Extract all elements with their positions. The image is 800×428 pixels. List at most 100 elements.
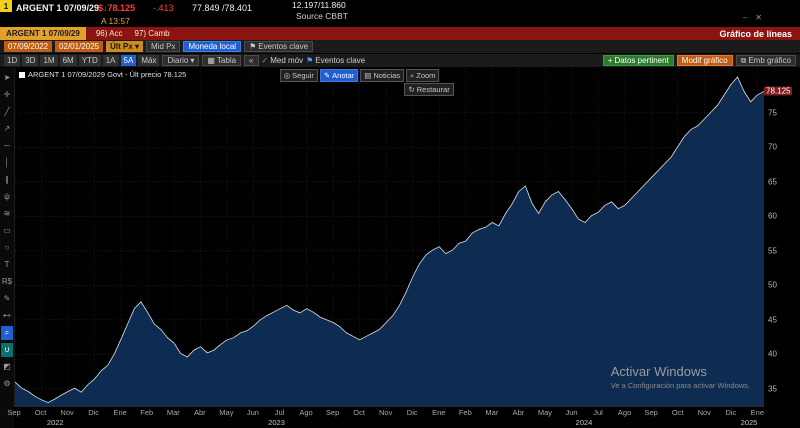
chart-legend: ARGENT 1 07/09/2029 Govt - Últ precio 78… (19, 70, 186, 79)
chart-type-button[interactable]: ▦ Tabla (202, 55, 242, 66)
watermark-subtitle: Ve a Configuración para activar Windows. (610, 381, 750, 390)
price-down-icon: $↓ (98, 3, 108, 13)
key-events-button[interactable]: ⚑ Eventos clave (244, 41, 314, 52)
legend-text: ARGENT 1 07/09/2029 Govt - Últ precio 78… (28, 70, 187, 79)
year-label-2022: 2022 (46, 418, 64, 427)
chart-button-anotar[interactable]: ✎ Anotar (319, 69, 359, 82)
period-button-máx[interactable]: Máx (138, 55, 160, 66)
year-label-2023: 2023 (268, 418, 285, 427)
price-axis: 78.125 75 70 65 60 55 50 45 40 35 (764, 68, 800, 406)
pointer-tool-icon[interactable]: ➤ (3, 73, 11, 82)
month-label: Dic (406, 408, 418, 417)
menu-item-camb[interactable]: 97) Camb (134, 29, 170, 38)
period-button-3d[interactable]: 3D (22, 55, 39, 66)
month-label: Sep (7, 408, 21, 417)
month-label: Nov (60, 408, 74, 417)
ray-tool-icon[interactable]: ↗ (3, 124, 11, 133)
close-button[interactable]: ✕ (755, 13, 762, 22)
month-label: Dic (725, 408, 737, 417)
month-label: Nov (697, 408, 711, 417)
related-data-button[interactable]: + Datos pertinent (602, 55, 674, 66)
vertical-line-tool-icon[interactable]: │ (4, 158, 10, 167)
month-label: Feb (458, 408, 472, 417)
minimize-button[interactable]: ‒ (742, 13, 748, 22)
last-price-badge: 78.125 (764, 86, 793, 96)
restore-button[interactable]: ↻ Restaurar (404, 83, 454, 96)
panel-badge[interactable]: 1 (0, 0, 12, 12)
month-label: Feb (140, 408, 154, 417)
magnet-tool-icon[interactable]: ∪ (1, 343, 13, 357)
moving-average-toggle[interactable]: ✓ Med móv (261, 56, 304, 65)
y-tick-60: 60 (768, 211, 777, 221)
table-icon: ▦ (207, 56, 215, 65)
frequency-dropdown[interactable]: Diario ▾ (162, 55, 200, 66)
watermark-title: Activar Windows (610, 364, 707, 379)
crosshair-tool-icon[interactable]: ✛ (3, 90, 11, 99)
month-label: Ago (617, 408, 632, 417)
anotar-icon: ✎ (323, 71, 331, 80)
month-label: Oct (671, 408, 684, 417)
price-type-dropdown[interactable]: Últ Px ▾ (106, 41, 144, 52)
embed-chart-button[interactable]: ⧉ Emb gráfico (735, 55, 796, 66)
quote-time: A 13:57 (101, 16, 130, 26)
plot-wrap: ARGENT 1 07/09/2029 Govt - Últ precio 78… (7, 68, 800, 428)
month-label: Mar (166, 408, 180, 417)
plus-icon: + (607, 56, 613, 65)
security-tab[interactable]: ARGENT 1 07/09/29 (0, 27, 86, 40)
chart-button-seguir[interactable]: ◎ Seguir (279, 69, 318, 82)
month-label: Nov (379, 408, 393, 417)
ellipse-tool-icon[interactable]: ○ (4, 243, 10, 252)
month-label: Sep (325, 408, 340, 417)
price-line (15, 76, 764, 404)
month-label: Oct (34, 408, 47, 417)
rectangle-tool-icon[interactable]: ▭ (3, 226, 11, 235)
key-events-toggle[interactable]: ⚑ Eventos clave (306, 56, 366, 65)
series-swatch (19, 71, 25, 78)
zoom-tool-icon[interactable]: ⌕ (1, 326, 13, 340)
text-tool-icon[interactable]: T (4, 260, 10, 269)
mid-px-button[interactable]: Mid Px (146, 41, 181, 52)
toolbar-row-1: 07/09/2022 02/01/2025 Últ Px ▾ Mid Px Mo… (0, 40, 800, 54)
eraser-tool-icon[interactable]: ◩ (3, 362, 11, 371)
last-price-text: $↓78.125 (98, 3, 136, 13)
restore-icon: ↻ (408, 85, 415, 94)
chart-button-zoom[interactable]: ⌕ Zoom (406, 69, 440, 82)
pitchfork-tool-icon[interactable]: ψ (4, 192, 10, 201)
price-chart[interactable]: ARGENT 1 07/09/2029 Govt - Últ precio 78… (14, 68, 764, 406)
y-tick-45: 45 (768, 315, 777, 325)
period-button-5a[interactable]: 5A (120, 55, 137, 66)
channel-tool-icon[interactable]: ∥ (5, 175, 9, 184)
period-button-1m[interactable]: 1M (40, 55, 58, 66)
month-label: Ene (750, 408, 765, 417)
note-tool-icon[interactable]: ✎ (3, 294, 11, 303)
date-from-field[interactable]: 07/09/2022 (4, 41, 53, 52)
function-title: Gráfico de líneas (719, 28, 792, 39)
collapse-button[interactable]: « (244, 55, 259, 66)
noticias-icon: ▤ (364, 71, 372, 80)
edit-chart-button[interactable]: Modif gráfico (676, 55, 733, 66)
period-button-1d[interactable]: 1D (4, 55, 21, 66)
ruler-tool-icon[interactable]: ⊷ (3, 311, 11, 320)
month-label: Oct (353, 408, 365, 417)
period-button-6m[interactable]: 6M (59, 55, 77, 66)
menu-item-acc[interactable]: 96) Acc (95, 29, 123, 38)
settings-tool-icon[interactable]: ⚙ (3, 379, 11, 388)
horizontal-line-tool-icon[interactable]: ─ (4, 141, 10, 150)
chevron-down-icon: ▾ (135, 42, 140, 51)
trendline-tool-icon[interactable]: ╱ (4, 107, 10, 116)
price-label-tool-icon[interactable]: R$ (1, 277, 13, 286)
date-to-field[interactable]: 02/01/2025 (55, 41, 104, 52)
fibonacci-tool-icon[interactable]: ≋ (3, 209, 11, 218)
chart-button-noticias[interactable]: ▤ Noticias (360, 69, 405, 82)
period-button-1a[interactable]: 1A (102, 55, 119, 66)
window-controls: ‒ ✕ (743, 13, 762, 22)
chart-canvas (15, 68, 764, 406)
bid-ask: 77.849 /78.401 (192, 3, 253, 13)
seguir-icon: ◎ (283, 71, 291, 80)
currency-dropdown[interactable]: Moneda local (183, 41, 242, 52)
month-label: Jul (593, 408, 603, 417)
month-label: Abr (512, 408, 525, 417)
period-button-ytd[interactable]: YTD (78, 55, 101, 66)
month-label: Jun (246, 408, 259, 417)
month-label: Jun (565, 408, 578, 417)
